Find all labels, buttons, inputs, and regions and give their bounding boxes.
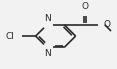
Text: O: O	[82, 2, 89, 11]
Text: N: N	[44, 49, 50, 58]
Text: O: O	[103, 20, 110, 29]
Text: Cl: Cl	[5, 32, 14, 41]
Text: N: N	[44, 14, 50, 23]
